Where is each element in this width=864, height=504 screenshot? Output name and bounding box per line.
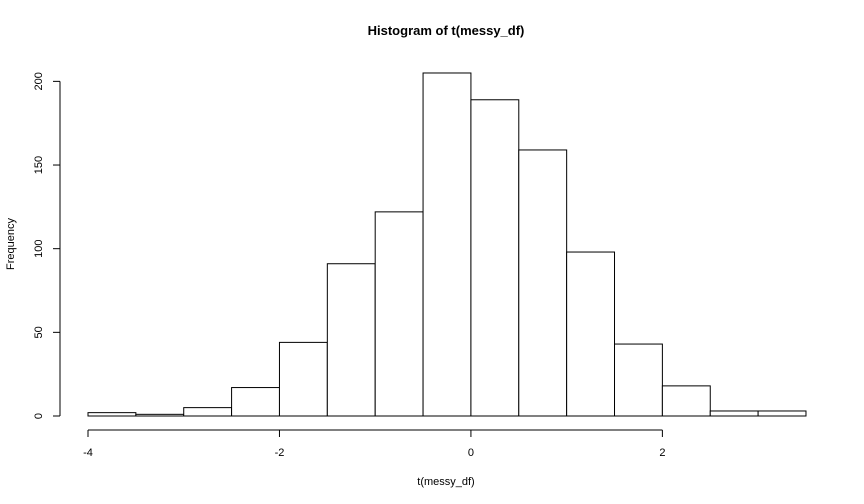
y-axis: 0 50 100 150 200	[33, 72, 61, 419]
histogram-bar	[326, 263, 376, 417]
histogram-bar	[278, 341, 328, 417]
x-tick-label: -2	[275, 447, 285, 459]
x-axis: -4 -2 0 2	[83, 429, 665, 459]
histogram-bar	[614, 343, 663, 417]
y-tick-label: 200	[33, 72, 45, 90]
x-axis-label: t(messy_df)	[417, 476, 474, 488]
bars-group	[87, 72, 807, 417]
histogram-bar	[661, 385, 711, 417]
y-tick-label: 100	[33, 240, 45, 258]
histogram-bar	[518, 149, 568, 417]
histogram-bar	[231, 387, 280, 417]
histogram-bar	[470, 99, 520, 417]
histogram-bar	[566, 251, 616, 417]
histogram-bar	[183, 407, 233, 417]
histogram-bar	[757, 410, 807, 417]
y-tick-label: 0	[33, 413, 45, 419]
histogram-bar	[709, 410, 759, 417]
histogram-bar	[422, 72, 472, 417]
x-tick-label: 0	[468, 447, 474, 459]
histogram-bar	[374, 211, 424, 417]
y-tick-label: 50	[33, 326, 45, 338]
histogram-bar	[135, 413, 185, 417]
chart-title: Histogram of t(messy_df)	[368, 23, 525, 38]
x-tick-label: 2	[659, 447, 665, 459]
y-tick-label: 150	[33, 156, 45, 174]
y-axis-label: Frequency	[5, 218, 17, 270]
histogram-bar	[87, 412, 137, 417]
x-tick-label: -4	[83, 447, 93, 459]
